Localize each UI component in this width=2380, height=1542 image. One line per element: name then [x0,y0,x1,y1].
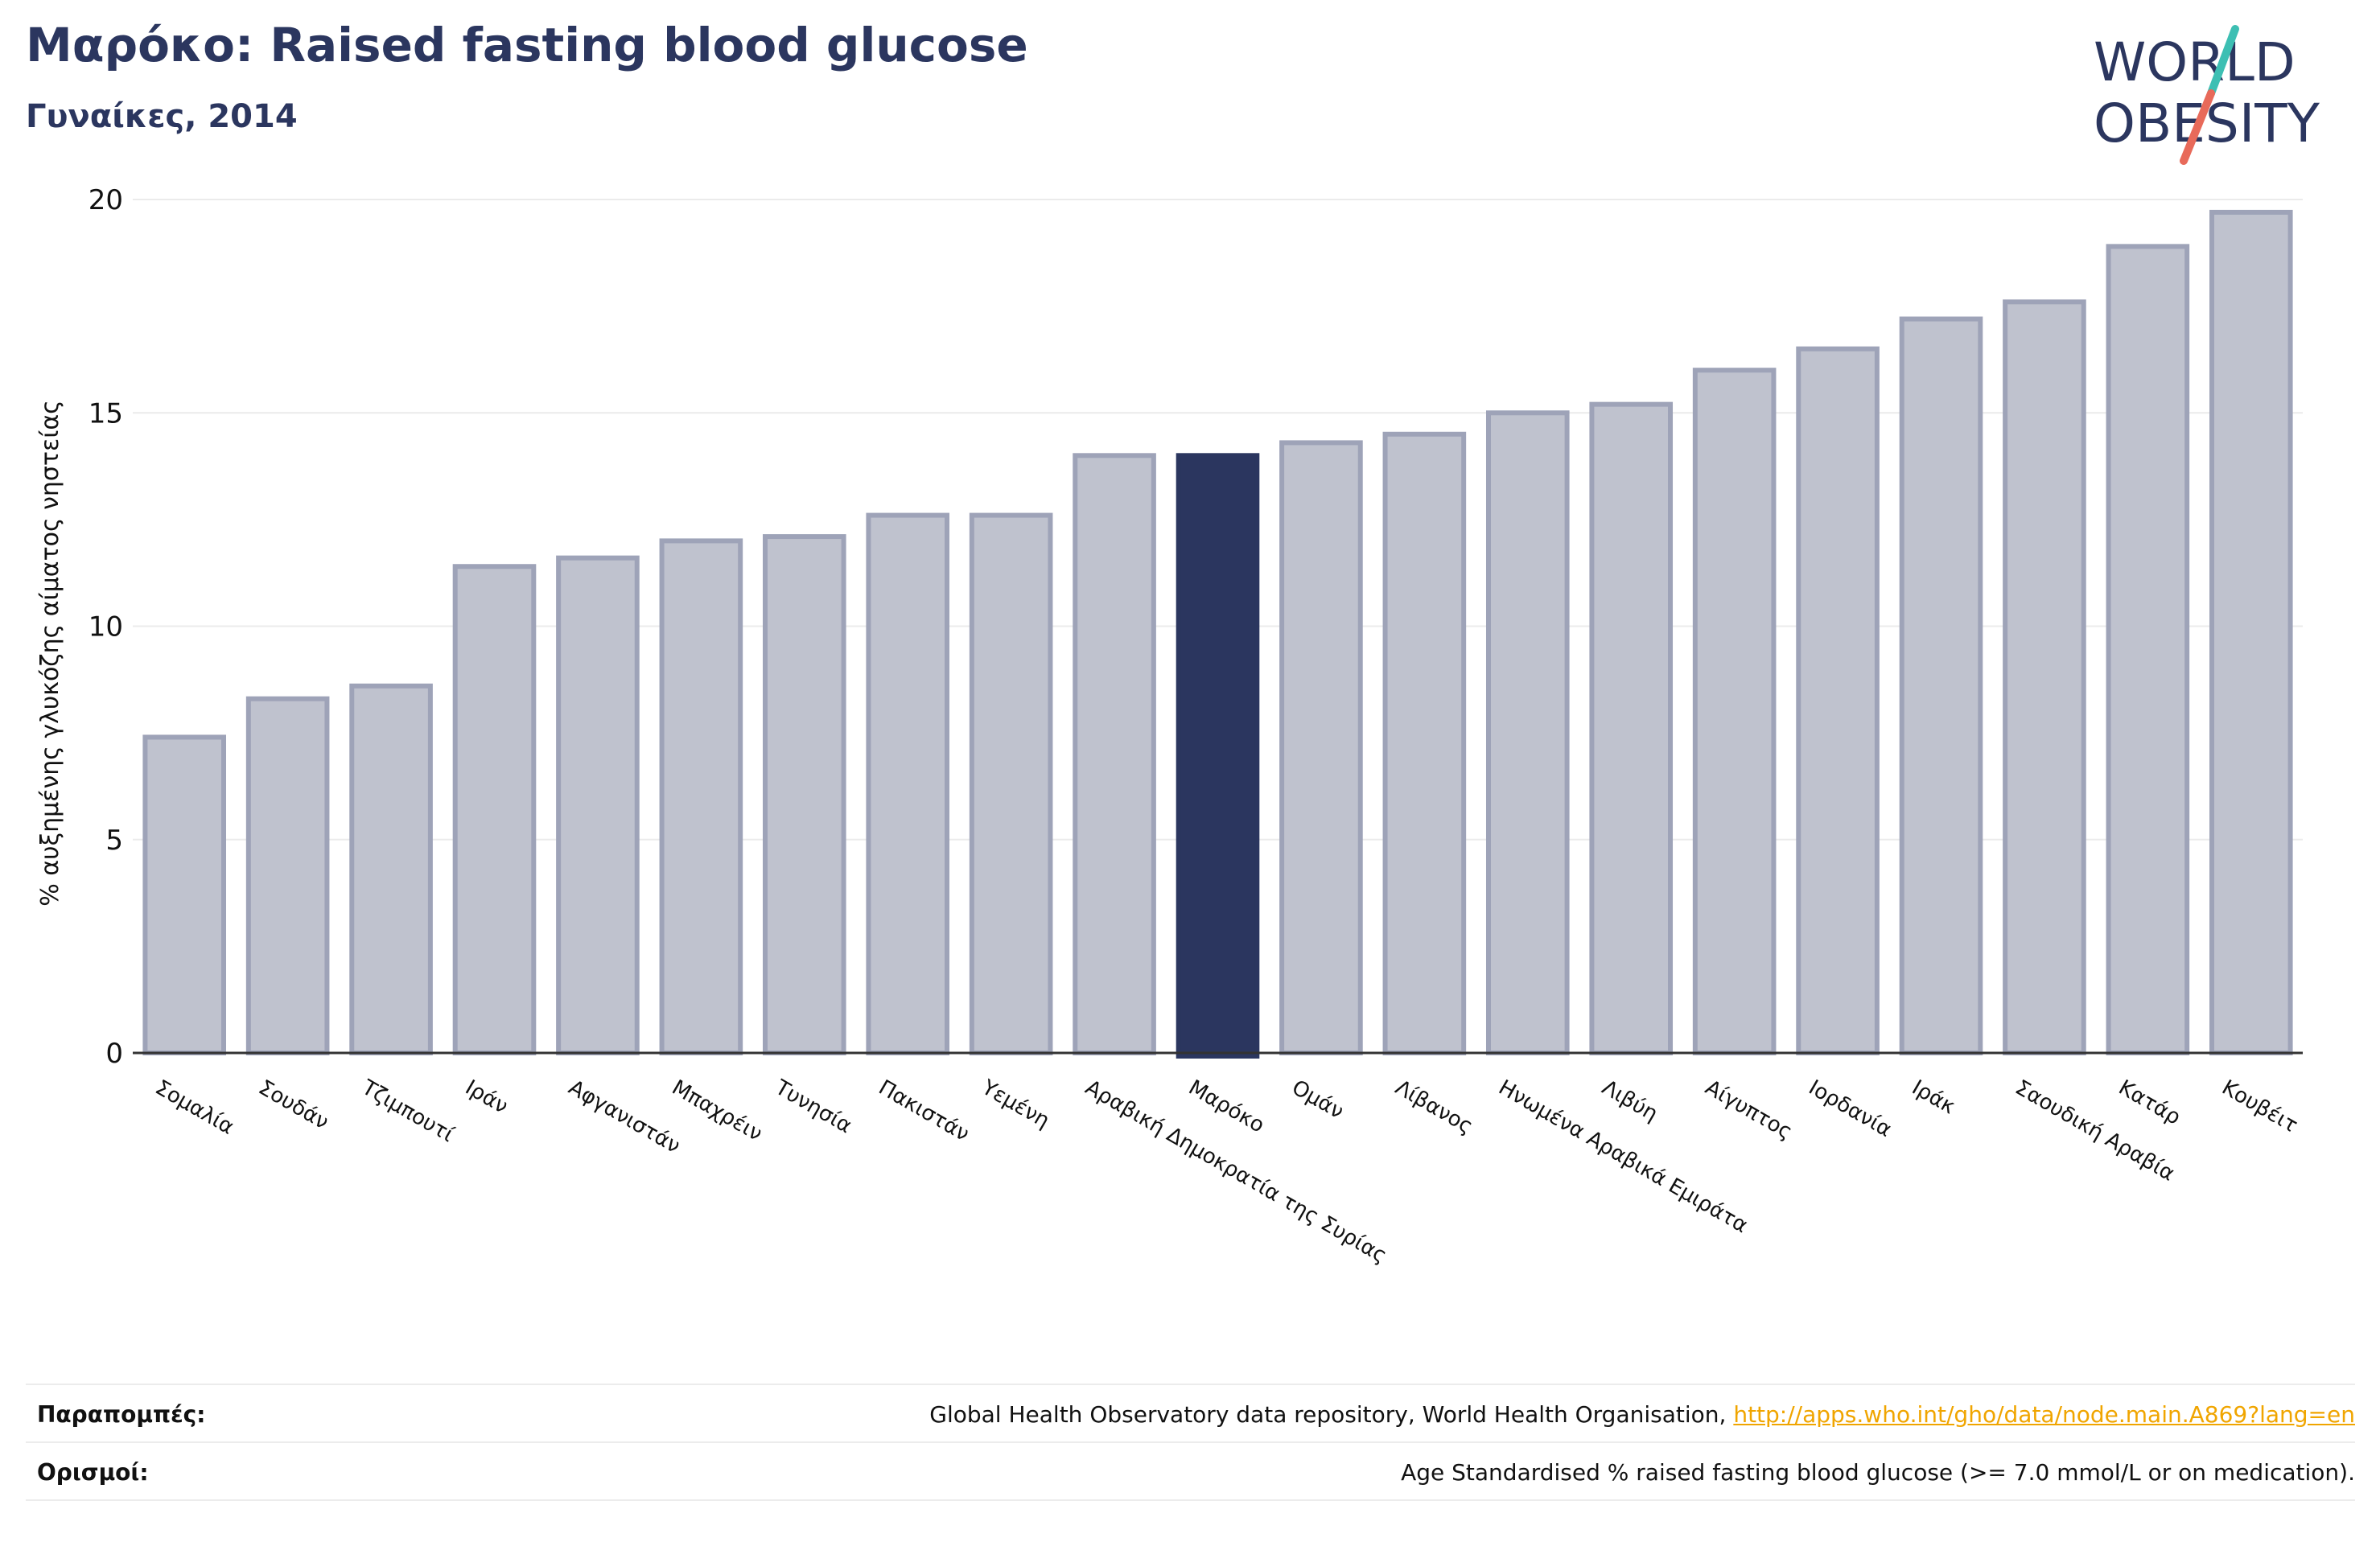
bar [1692,368,1777,1055]
references-value: Global Health Observatory data repositor… [929,1401,2355,1428]
x-tick-label: Ιράν [461,1075,512,1119]
definitions-value: Age Standardised % raised fasting blood … [1401,1459,2355,1486]
bar [659,538,743,1055]
chart-title: Μαρόκο: Raised fasting blood glucose [26,18,1028,72]
y-tick-label: 20 [89,184,123,216]
references-link[interactable]: http://apps.who.int/gho/data/node.main.A… [1733,1401,2355,1428]
x-tick-label: Κατάρ [2114,1075,2184,1130]
bar [762,534,846,1055]
logo-slash-top [2207,25,2239,97]
x-axis-labels: Σομαλία Σουδάν Τζιμπουτί Ιράν ΑφγανιστάνΜπαχ… [151,1075,2302,1269]
x-tick-label: Τζιμπουτί [357,1075,459,1148]
bars [142,209,2293,1059]
y-axis-label: % αυξημένης γλυκόζης αίματος νηστείας [36,400,64,906]
bar-highlighted [1176,453,1260,1059]
x-tick-label: Σομαλία [151,1075,238,1140]
bar [1589,401,1674,1055]
bar [1382,431,1467,1055]
x-tick-label: Μαρόκο [1184,1075,1268,1138]
x-tick-label: Ιορδανία [1805,1075,1896,1142]
y-tick-label: 0 [105,1038,123,1070]
bar [452,564,537,1055]
chart-subtitle: Γυναίκες, 2014 [26,98,298,135]
bar [969,512,1053,1055]
bar [1485,410,1570,1055]
x-tick-label: Λιβύη [1598,1075,1662,1126]
bar [866,512,950,1055]
x-tick-label: Ιράκ [1908,1075,1959,1119]
x-tick-label: Κουβέιτ [2217,1075,2301,1138]
bar [2209,209,2293,1055]
bar [1899,316,1983,1056]
x-tick-label: Ομάν [1287,1075,1347,1124]
logo-slash-bottom [2180,89,2215,165]
x-tick-label: Τυνησία [770,1075,855,1139]
y-tick-label: 5 [105,824,123,857]
logo-word-world: WORLD [2094,31,2296,93]
x-tick-label: Αίγυπτος [1701,1075,1796,1145]
bar-chart: 0 5 10 15 20 Σομαλία Σουδάν Τζιμπουτί Ιράν Αφγαν… [36,184,2303,1269]
x-tick-label: Λίβανος [1391,1075,1477,1139]
world-obesity-logo: WORLD OBESITY [2094,25,2320,165]
references-text: Global Health Observatory data repositor… [929,1401,1734,1428]
x-tick-label: Πακιστάν [875,1075,974,1146]
bar [556,555,640,1055]
y-axis-ticks: 0 5 10 15 20 [89,184,123,1070]
references-label: Παραπομπές: [37,1401,206,1428]
y-tick-label: 10 [89,611,123,644]
bar [2003,299,2086,1055]
bar [1073,453,1156,1055]
bar [349,683,433,1056]
definitions-row: Ορισμοί: Age Standardised % raised fasti… [26,1441,2355,1499]
bar [1279,440,1363,1055]
bar [142,734,227,1055]
bar [2106,244,2190,1056]
x-tick-label: Αφγανιστάν [564,1075,684,1158]
x-tick-label: Σουδάν [254,1075,332,1134]
definitions-label: Ορισμοί: [37,1459,149,1486]
bar [1796,346,1880,1055]
x-tick-label: Υεμένη [977,1075,1053,1133]
y-tick-label: 15 [89,397,123,430]
x-tick-label: Μπαχρέιν [668,1075,766,1146]
footer-end-rule [26,1499,2355,1501]
bar [245,696,330,1055]
references-row: Παραπομπές: Global Health Observatory da… [26,1384,2355,1441]
